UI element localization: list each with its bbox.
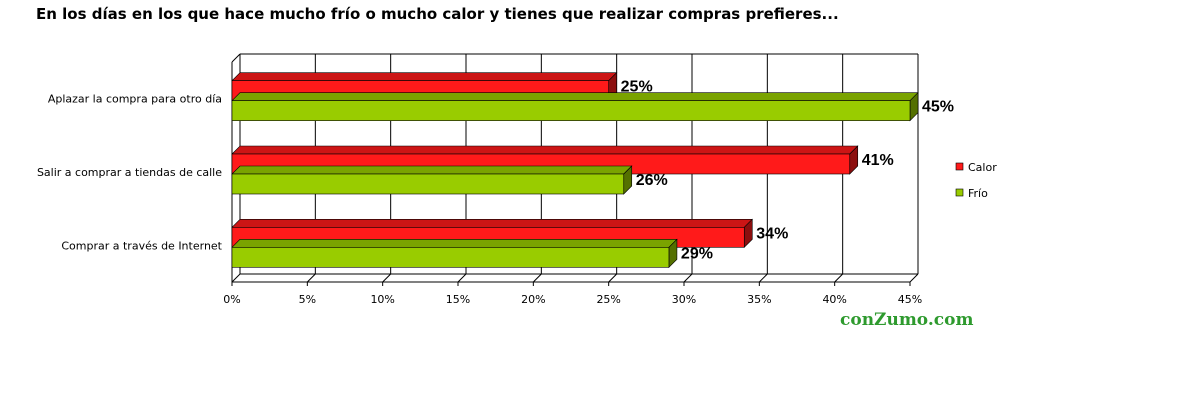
legend-label: Calor: [968, 161, 997, 174]
legend-item: Calor: [955, 161, 997, 174]
floor-line: [909, 273, 919, 283]
category-label: Salir a comprar a tiendas de calle: [37, 166, 222, 179]
floor-line: [231, 273, 241, 283]
bar-calor-2: [231, 145, 859, 175]
bar-fr-o-2: [231, 165, 633, 195]
x-tick-label: 10%: [370, 293, 394, 306]
x-tick-label: 45%: [898, 293, 922, 306]
legend-item: Frío: [955, 187, 988, 200]
floor-line: [683, 273, 693, 283]
floor-line: [306, 273, 316, 283]
floor-line: [608, 273, 618, 283]
legend-swatch: [955, 162, 964, 171]
x-tick-label: 30%: [672, 293, 696, 306]
category-labels: Aplazar la compra para otro día Salir a c…: [37, 93, 223, 253]
data-label: 34%: [756, 225, 788, 242]
category-label: Comprar a través de Internet: [61, 239, 222, 252]
x-tick-label: 0%: [223, 293, 240, 306]
category-label: Aplazar la compra para otro día: [48, 93, 222, 106]
x-tick-labels: 0% 5% 10% 15% 20% 25% 30% 35% 40% 45%: [223, 282, 922, 306]
legend-swatch: [955, 188, 964, 197]
watermark-logo: conZumo.com: [840, 310, 974, 330]
data-label: 41%: [862, 152, 894, 169]
x-tick-label: 20%: [521, 293, 545, 306]
x-tick-label: 25%: [596, 293, 620, 306]
bar-fr-o-1: [231, 91, 919, 122]
x-tick-label: 15%: [446, 293, 470, 306]
axis-depth-line: [231, 53, 241, 63]
legend-label: Frío: [968, 187, 988, 200]
data-label: 26%: [636, 172, 668, 189]
bar-fr-o-3: [231, 238, 678, 269]
x-tick-label: 35%: [747, 293, 771, 306]
floor-line: [532, 273, 542, 283]
data-labels: 25% 45% 41% 26% 34% 29%: [621, 79, 954, 263]
floor-line: [834, 273, 844, 283]
x-tick-label: 5%: [299, 293, 316, 306]
bars: [231, 71, 919, 269]
floor-line: [457, 273, 467, 283]
x-tick-label: 40%: [822, 293, 846, 306]
floor-line: [382, 273, 392, 283]
floor-line: [758, 273, 768, 283]
data-label: 25%: [621, 79, 653, 96]
data-label: 45%: [922, 99, 954, 116]
chart-title: En los días en los que hace mucho frío o…: [36, 5, 839, 23]
legend: Calor Frío: [955, 161, 997, 200]
data-label: 29%: [681, 245, 713, 262]
